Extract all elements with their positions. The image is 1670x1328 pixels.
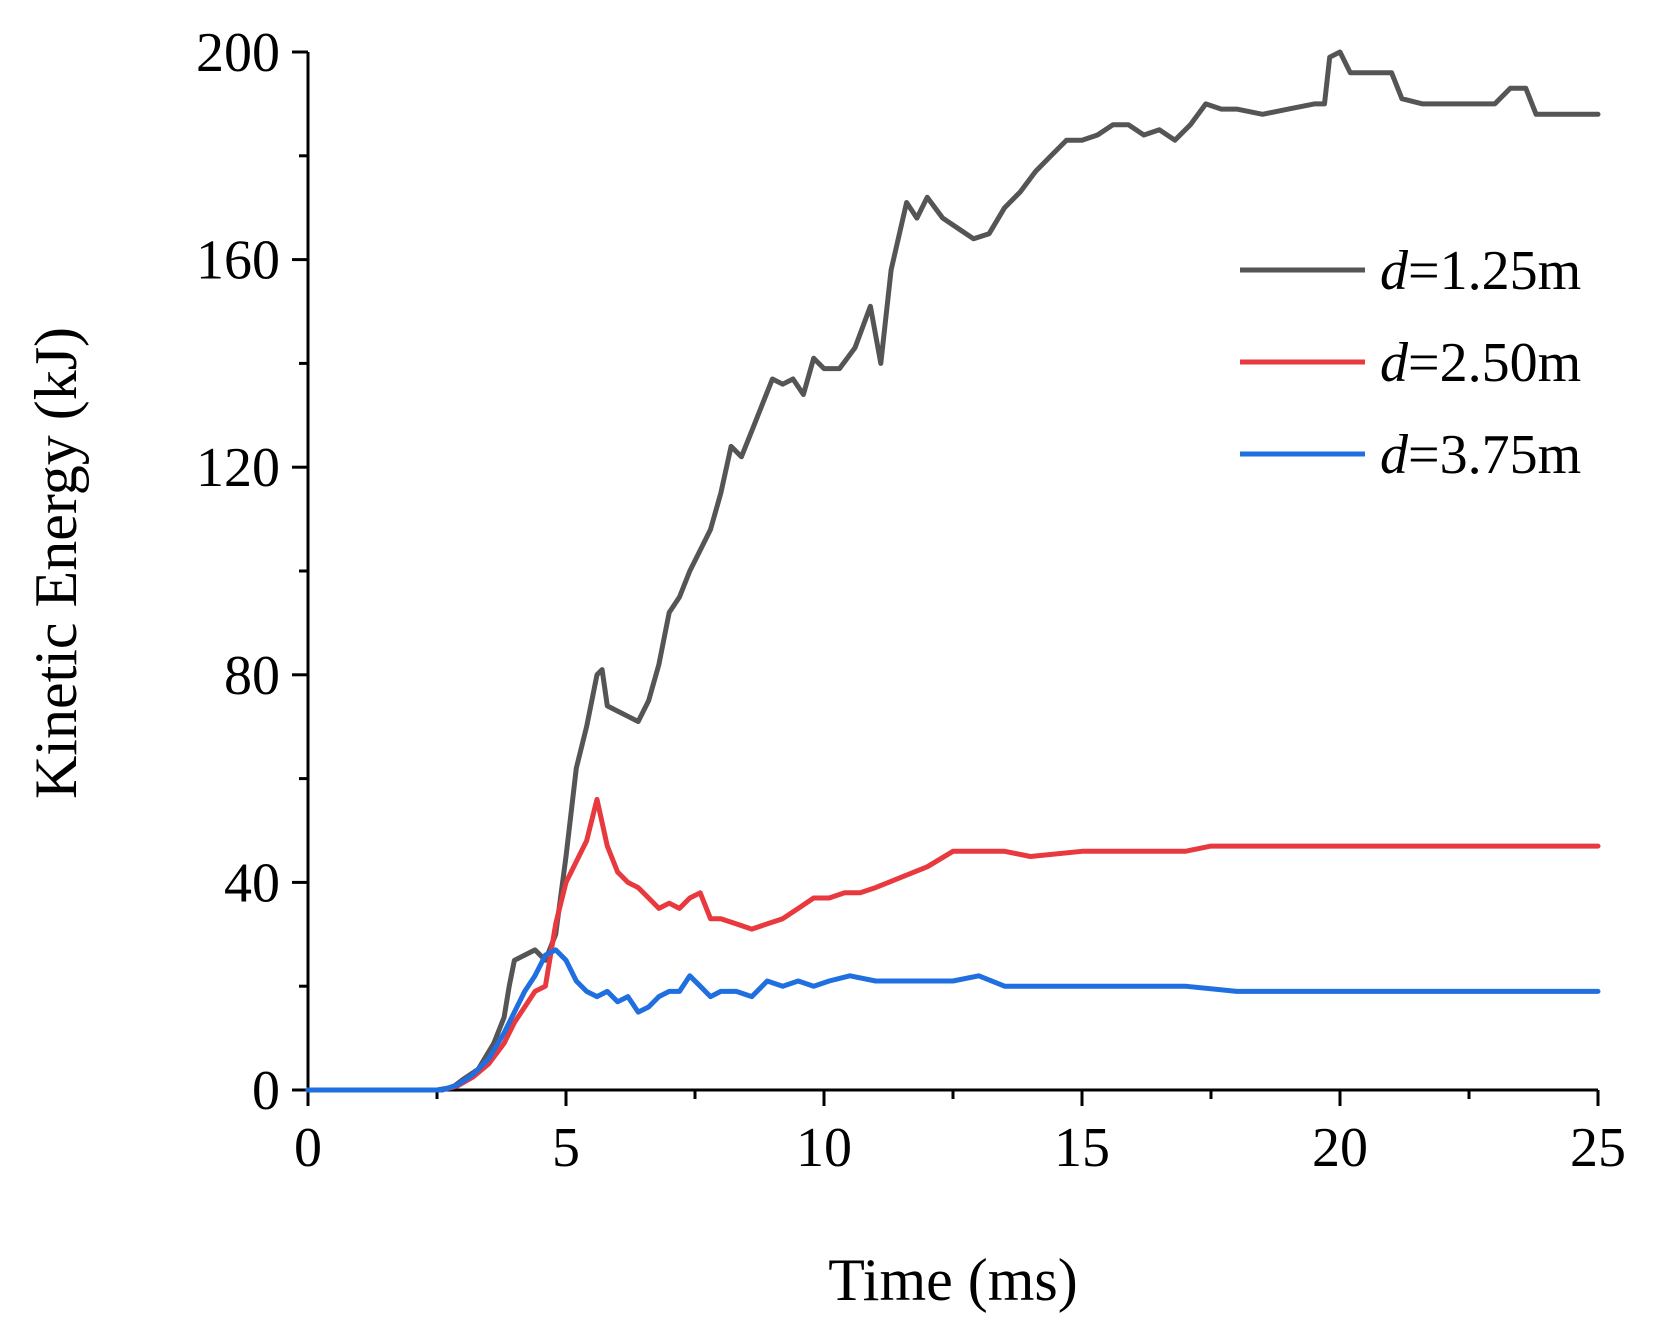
y-tick-label: 160 (196, 230, 280, 292)
legend-label-3: d=3.75m (1380, 424, 1581, 486)
x-tick-label: 5 (552, 1117, 580, 1179)
y-tick-label: 200 (196, 22, 280, 84)
series-group (305, 49, 1601, 1093)
legend-value: =2.50m (1408, 332, 1581, 394)
y-axis-title: Kinetic Energy (kJ) (23, 327, 89, 799)
y-tick-label: 120 (196, 437, 280, 499)
legend-label-1: d=1.25m (1380, 240, 1581, 302)
y-tick-label: 80 (224, 645, 280, 707)
x-tick-label: 0 (294, 1117, 322, 1179)
x-tick-label: 20 (1312, 1117, 1368, 1179)
y-tick-label: 0 (252, 1060, 280, 1122)
legend-variable: d (1380, 424, 1409, 486)
x-tick-label: 10 (796, 1117, 852, 1179)
legend-variable: d (1380, 240, 1409, 302)
legend-value: =1.25m (1408, 240, 1581, 302)
y-tick-label: 40 (224, 852, 280, 914)
legend-label-2: d=2.50m (1380, 332, 1581, 394)
x-tick-label: 25 (1570, 1117, 1626, 1179)
x-axis-title: Time (ms) (828, 1247, 1078, 1313)
series-line-1 (305, 49, 1601, 1093)
series-line-2 (305, 796, 1601, 1093)
legend-value: =3.75m (1408, 424, 1581, 486)
ticks: 0 5 10 15 20 25 0 40 80 120 160 200 (196, 22, 1626, 1179)
axes (306, 52, 1598, 1092)
series-line-3 (305, 947, 1601, 1093)
x-tick-label: 15 (1054, 1117, 1110, 1179)
legend-variable: d (1380, 332, 1409, 394)
